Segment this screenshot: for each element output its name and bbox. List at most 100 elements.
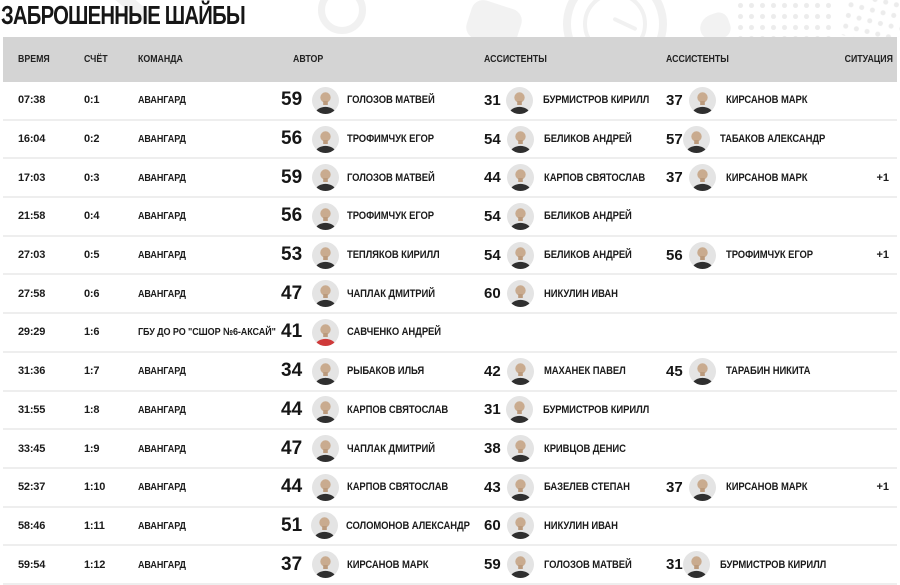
player-number: 56	[281, 205, 303, 227]
header-time: ВРЕМЯ	[18, 54, 50, 65]
goals-table-body: 07:38 0:1 АВАНГАРД 59 ГОЛОЗОВ МАТВЕЙ 31	[3, 82, 897, 585]
player-avatar	[312, 357, 339, 385]
goal-row: 07:38 0:1 АВАНГАРД 59 ГОЛОЗОВ МАТВЕЙ 31	[3, 82, 897, 121]
goal-assist2-player[interactable]: 37 КИРСАНОВ МАРК	[666, 86, 838, 114]
goal-team: АВАНГАРД	[138, 558, 186, 571]
player-number: 37	[666, 91, 683, 109]
goal-author-player[interactable]: 59 ГОЛОЗОВ МАТВЕЙ	[281, 86, 484, 114]
player-name: БЕЛИКОВ АНДРЕЙ	[544, 133, 632, 146]
goal-row: 59:54 1:12 АВАНГАРД 37 КИРСАНОВ МАРК 59	[3, 546, 897, 585]
goal-score: 0:6	[84, 287, 100, 300]
player-name: КАРПОВ СВЯТОСЛАВ	[347, 481, 449, 494]
goal-score: 1:9	[84, 442, 100, 455]
player-name: КИРСАНОВ МАРК	[347, 558, 429, 571]
goal-author-player[interactable]: 44 КАРПОВ СВЯТОСЛАВ	[281, 473, 484, 501]
goal-score: 0:4	[84, 210, 100, 223]
goal-team: АВАНГАРД	[138, 365, 186, 378]
header-situation: СИТУАЦИЯ	[844, 54, 893, 65]
goal-score: 0:5	[84, 249, 100, 262]
goal-assist2-player[interactable]: 57 ТАБАКОВ АЛЕКСАНДР	[666, 125, 838, 153]
goal-time: 59:54	[18, 558, 46, 571]
goal-assist2-player[interactable]: 45 ТАРАБИН НИКИТА	[666, 357, 838, 385]
player-name: ТАРАБИН НИКИТА	[726, 365, 811, 378]
goal-assist1-player[interactable]: 60 НИКУЛИН ИВАН	[484, 512, 666, 540]
player-number: 54	[484, 246, 501, 264]
goal-score: 1:6	[84, 326, 100, 339]
player-number: 60	[484, 285, 501, 303]
decor-stopwatch-inner-icon	[583, 0, 647, 37]
goal-author-player[interactable]: 56 ТРОФИМЧУК ЕГОР	[281, 202, 484, 230]
goal-author-player[interactable]: 44 КАРПОВ СВЯТОСЛАВ	[281, 396, 484, 424]
player-name: БУРМИСТРОВ КИРИЛЛ	[542, 403, 649, 416]
player-name: ТРОФИМЧУК ЕГОР	[726, 249, 814, 262]
player-name: КАРПОВ СВЯТОСЛАВ	[347, 403, 449, 416]
goal-team: АВАНГАРД	[138, 210, 186, 223]
goal-row: 27:03 0:5 АВАНГАРД 53 ТЕПЛЯКОВ КИРИЛЛ 54	[3, 236, 897, 276]
goal-author-player[interactable]: 34 РЫБАКОВ ИЛЬЯ	[281, 357, 484, 385]
player-number: 45	[666, 362, 683, 380]
player-avatar	[312, 86, 339, 114]
goal-author-player[interactable]: 59 ГОЛОЗОВ МАТВЕЙ	[281, 164, 484, 192]
player-number: 37	[666, 169, 683, 187]
player-number: 53	[281, 244, 303, 266]
player-name: КАРПОВ СВЯТОСЛАВ	[544, 171, 646, 184]
player-name: БАЗЕЛЕВ СТЕПАН	[544, 481, 630, 494]
player-number: 60	[484, 517, 501, 535]
goal-assist1-player[interactable]: 60 НИКУЛИН ИВАН	[484, 280, 666, 308]
player-avatar	[689, 241, 716, 269]
goal-row: 29:29 1:6 ГБУ ДО РО "СШОР №6-АКСАЙ" 41 С…	[3, 314, 897, 353]
goal-team: АВАНГАРД	[138, 403, 186, 416]
player-avatar	[312, 473, 339, 501]
goal-assist1-player[interactable]: 43 БАЗЕЛЕВ СТЕПАН	[484, 473, 666, 501]
goal-team: АВАНГАРД	[138, 287, 186, 300]
decor-stopwatch-outer-icon	[563, 0, 667, 37]
player-name: НИКУЛИН ИВАН	[544, 287, 618, 300]
goal-author-player[interactable]: 41 САВЧЕНКО АНДРЕЙ	[281, 318, 484, 346]
player-number: 31	[666, 556, 683, 574]
goal-assist2-player[interactable]: 56 ТРОФИМЧУК ЕГОР	[666, 241, 838, 269]
goal-score: 1:11	[84, 519, 105, 532]
goal-assist1-player[interactable]: 54 БЕЛИКОВ АНДРЕЙ	[484, 125, 666, 153]
player-number: 42	[484, 362, 501, 380]
goal-assist1-player[interactable]: 38 КРИВЦОВ ДЕНИС	[484, 435, 666, 463]
goal-score: 1:7	[84, 365, 100, 378]
goal-situation: +1	[876, 481, 889, 494]
goal-author-player[interactable]: 56 ТРОФИМЧУК ЕГОР	[281, 125, 484, 153]
goal-assist1-player[interactable]: 54 БЕЛИКОВ АНДРЕЙ	[484, 241, 666, 269]
goal-assist1-player[interactable]: 54 БЕЛИКОВ АНДРЕЙ	[484, 202, 666, 230]
goal-assist2-player[interactable]: 37 КИРСАНОВ МАРК	[666, 164, 838, 192]
goal-assist1-player[interactable]: 44 КАРПОВ СВЯТОСЛАВ	[484, 164, 666, 192]
page-title: ЗАБРОШЕННЫЕ ШАЙБЫ	[1, 0, 246, 30]
goal-author-player[interactable]: 37 КИРСАНОВ МАРК	[281, 551, 484, 579]
goal-author-player[interactable]: 47 ЧАПЛАК ДМИТРИЙ	[281, 280, 484, 308]
goal-author-player[interactable]: 53 ТЕПЛЯКОВ КИРИЛЛ	[281, 241, 484, 269]
goal-team: АВАНГАРД	[138, 171, 186, 184]
player-avatar	[507, 125, 534, 153]
goal-situation: +1	[876, 249, 889, 262]
goal-assist2-player[interactable]: 37 КИРСАНОВ МАРК	[666, 473, 838, 501]
player-name: БЕЛИКОВ АНДРЕЙ	[544, 249, 632, 262]
player-avatar	[312, 125, 339, 153]
goal-score: 1:8	[84, 403, 100, 416]
player-avatar	[312, 164, 339, 192]
goal-author-player[interactable]: 47 ЧАПЛАК ДМИТРИЙ	[281, 435, 484, 463]
goal-assist1-player[interactable]: 31 БУРМИСТРОВ КИРИЛЛ	[484, 396, 666, 424]
goal-assist1-player[interactable]: 42 МАХАНЕК ПАВЕЛ	[484, 357, 666, 385]
goal-time: 58:46	[18, 519, 46, 532]
decor-dots-pattern	[838, 0, 900, 37]
goal-author-player[interactable]: 51 СОЛОМОНОВ АЛЕКСАНДР	[281, 512, 484, 540]
player-number: 51	[281, 514, 303, 536]
goal-team: ГБУ ДО РО "СШОР №6-АКСАЙ"	[138, 326, 276, 339]
player-avatar	[312, 241, 339, 269]
player-name: БУРМИСТРОВ КИРИЛЛ	[542, 94, 649, 107]
player-name: ЧАПЛАК ДМИТРИЙ	[347, 442, 435, 455]
goal-assist1-player[interactable]: 59 ГОЛОЗОВ МАТВЕЙ	[484, 551, 666, 579]
player-number: 44	[484, 169, 501, 187]
player-number: 37	[666, 478, 683, 496]
goal-assist2-player[interactable]: 31 БУРМИСТРОВ КИРИЛЛ	[666, 551, 838, 579]
goal-score: 0:2	[84, 133, 100, 146]
goal-assist1-player[interactable]: 31 БУРМИСТРОВ КИРИЛЛ	[484, 86, 666, 114]
player-avatar	[507, 435, 534, 463]
header-score: СЧЁТ	[84, 54, 108, 65]
header-author: АВТОР	[293, 54, 324, 65]
